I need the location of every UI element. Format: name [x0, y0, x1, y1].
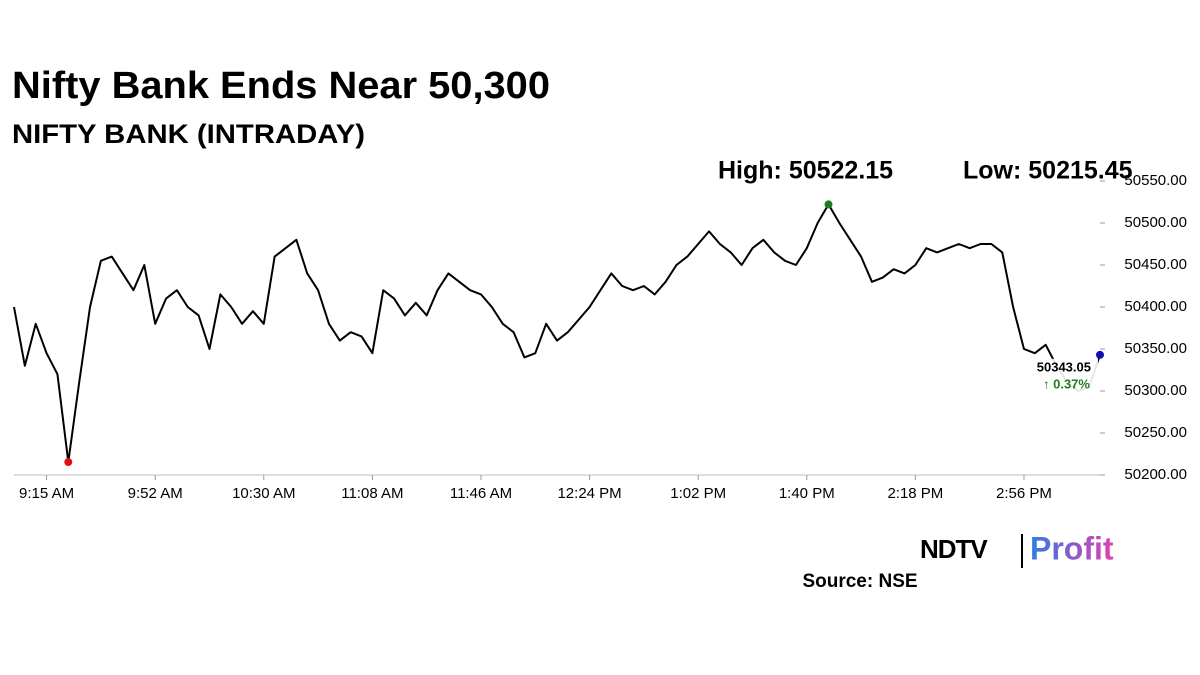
y-tick-label: 50250.00	[1124, 424, 1187, 441]
low-label: Low: 50215.45	[963, 157, 1133, 185]
logo-product: Profit	[1030, 530, 1114, 566]
logo-brand: NDTV	[920, 534, 988, 564]
y-tick-label: 50500.00	[1124, 214, 1187, 231]
x-tick-label: 2:56 PM	[996, 485, 1052, 502]
x-tick-label: 9:15 AM	[19, 485, 74, 502]
last-label: 50343.05	[1037, 359, 1091, 374]
x-tick-label: 10:30 AM	[232, 485, 295, 502]
x-tick-label: 9:52 AM	[128, 485, 183, 502]
chart-subtitle: NIFTY BANK (INTRADAY)	[12, 119, 365, 149]
high-label: High: 50522.15	[718, 157, 893, 185]
x-tick-label: 2:18 PM	[887, 485, 943, 502]
change-label: ↑ 0.37%	[1043, 376, 1090, 391]
logo: NDTV Profit	[920, 530, 1114, 568]
x-tick-label: 1:02 PM	[670, 485, 726, 502]
y-tick-label: 50450.00	[1124, 256, 1187, 273]
source: Source: NSE	[802, 571, 917, 592]
low-marker	[64, 458, 73, 467]
last-marker	[1096, 350, 1104, 359]
x-tick-label: 11:08 AM	[341, 485, 403, 502]
y-tick-label: 50400.00	[1124, 298, 1187, 315]
x-tick-label: 11:46 AM	[450, 485, 512, 502]
y-tick-label: 50300.00	[1124, 382, 1187, 399]
x-tick-label: 1:40 PM	[779, 485, 835, 502]
chart-title: Nifty Bank Ends Near 50,300	[12, 65, 550, 107]
price-line	[13, 203, 1101, 464]
y-tick-label: 50550.00	[1124, 172, 1187, 189]
high-marker	[824, 200, 833, 209]
y-tick-label: 50200.00	[1124, 466, 1187, 483]
y-tick-label: 50350.00	[1124, 340, 1187, 357]
x-tick-label: 12:24 PM	[557, 485, 621, 502]
last-label-bg	[1038, 358, 1098, 395]
